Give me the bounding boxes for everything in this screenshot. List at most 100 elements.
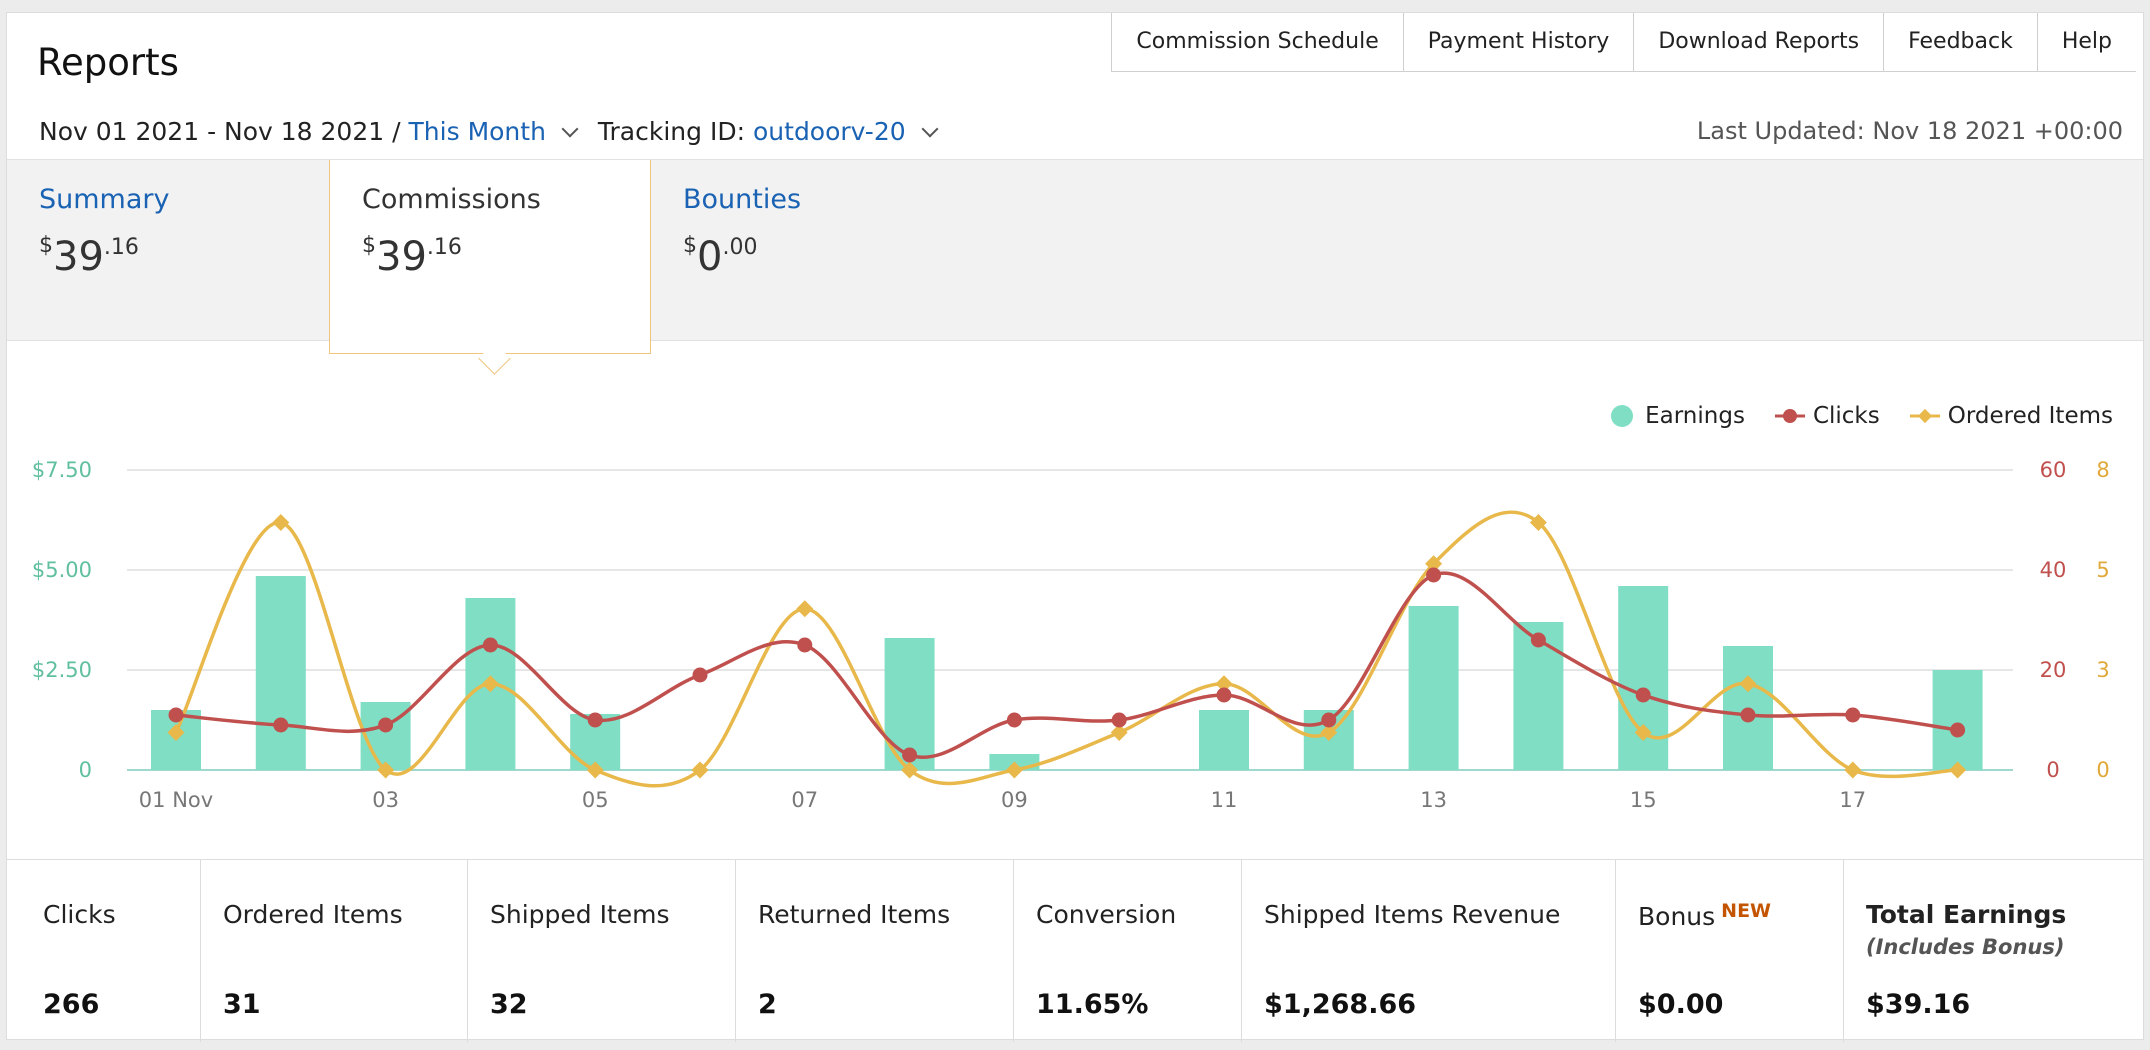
tab-amount: $39.16 xyxy=(39,233,139,280)
clicks-point xyxy=(168,707,184,723)
tracking-label: Tracking ID: xyxy=(597,117,745,146)
legend-label: Clicks xyxy=(1812,403,1880,429)
clicks-point xyxy=(1530,632,1546,648)
metric-conversion: Conversion 11.65% xyxy=(1014,860,1242,1042)
y-right-ordered-tick-label: 3 xyxy=(2096,658,2109,682)
clicks-point xyxy=(1216,687,1232,703)
metric-label: Ordered Items xyxy=(223,900,403,929)
chevron-down-icon[interactable] xyxy=(561,120,579,137)
ordered-items-point xyxy=(377,761,395,779)
x-tick-label: 01 Nov xyxy=(139,788,213,812)
tab-commissions[interactable]: Commissions $39.16 xyxy=(329,160,651,354)
tab-label: Commissions xyxy=(362,184,541,215)
clicks-point xyxy=(587,712,603,728)
metric-label: Shipped Items xyxy=(490,900,670,929)
earnings-bar xyxy=(255,576,306,770)
metric-value: 266 xyxy=(43,989,100,1020)
ordered-items-point xyxy=(1634,724,1652,741)
help-button[interactable]: Help xyxy=(2061,29,2112,54)
ordered-items-point xyxy=(796,600,814,618)
metric-total-earnings: Total Earnings (Includes Bonus) $39.16 xyxy=(1844,860,2143,1042)
clicks-point xyxy=(482,637,498,653)
clicks-point xyxy=(273,717,289,733)
y-right-ordered-tick-label: 8 xyxy=(2096,458,2109,482)
ordered-items-point xyxy=(1005,761,1023,779)
y-right-clicks-tick-label: 40 xyxy=(2040,558,2067,582)
commission-schedule-button[interactable]: Commission Schedule xyxy=(1112,13,1404,71)
ordered-items-point xyxy=(901,761,919,779)
tracking-id-dropdown[interactable]: outdoorv-20 xyxy=(753,117,906,146)
ordered-items-point xyxy=(1739,675,1757,693)
metric-value: 32 xyxy=(490,989,528,1020)
tab-amount: $39.16 xyxy=(362,233,462,280)
metric-clicks: Clicks 266 xyxy=(7,860,201,1042)
y-left-tick-label: $7.50 xyxy=(32,458,92,482)
period-dropdown[interactable]: This Month xyxy=(408,117,546,146)
legend-clicks[interactable]: Clicks xyxy=(1774,403,1880,429)
clicks-point xyxy=(1321,712,1337,728)
ordered-items-point xyxy=(481,675,499,693)
metric-label: Total Earnings xyxy=(1866,900,2067,929)
x-tick-label: 09 xyxy=(1001,788,1028,812)
earnings-bar xyxy=(1408,606,1459,770)
metric-label: Shipped Items Revenue xyxy=(1264,900,1561,929)
earnings-bar xyxy=(1932,670,1983,770)
legend-label: Earnings xyxy=(1645,403,1745,429)
ordered-items-point xyxy=(1949,761,1967,779)
clicks-point xyxy=(692,667,708,683)
metrics-row: Clicks 266 Ordered Items 31 Shipped Item… xyxy=(7,859,2143,1042)
legend-label: Ordered Items xyxy=(1947,403,2113,429)
y-left-tick-label: $2.50 xyxy=(32,658,92,682)
tab-bounties[interactable]: Bounties $0.00 xyxy=(651,160,973,340)
ordered-items-point xyxy=(167,724,185,741)
x-tick-label: 15 xyxy=(1630,788,1657,812)
clicks-point xyxy=(1111,712,1127,728)
feedback-button[interactable]: Feedback xyxy=(1884,13,2038,71)
reports-panel: Reports Commission Schedule Payment Hist… xyxy=(6,12,2144,1042)
page-title: Reports xyxy=(37,41,179,84)
x-tick-label: 17 xyxy=(1839,788,1866,812)
ordered-items-point xyxy=(1320,724,1338,741)
metric-value: $0.00 xyxy=(1638,989,1724,1020)
tab-summary[interactable]: Summary $39.16 xyxy=(7,160,329,340)
new-badge: NEW xyxy=(1721,900,1772,922)
y-right-ordered-tick-label: 0 xyxy=(2096,758,2109,782)
legend-swatch-ordered xyxy=(1909,408,1940,424)
ordered-items-point xyxy=(586,761,604,779)
ordered-items-point xyxy=(1215,675,1233,693)
metric-label: Conversion xyxy=(1036,900,1177,929)
metric-ordered-items: Ordered Items 31 xyxy=(201,860,468,1042)
metric-value: 31 xyxy=(223,989,261,1020)
y-right-clicks-tick-label: 60 xyxy=(2040,458,2067,482)
payment-history-button[interactable]: Payment History xyxy=(1404,13,1635,71)
tab-strip: Summary $39.16 Commissions $39.16 Bounti… xyxy=(7,159,2143,354)
filter-bar: Nov 01 2021 - Nov 18 2021 / This Month T… xyxy=(39,117,950,146)
x-tick-label: 13 xyxy=(1420,788,1447,812)
x-tick-label: 03 xyxy=(372,788,399,812)
metric-label: Bonus NEW xyxy=(1638,900,1772,931)
clicks-point xyxy=(797,637,813,653)
metric-value: 2 xyxy=(758,989,777,1020)
ordered-items-point xyxy=(1844,761,1862,779)
clicks-point xyxy=(902,747,918,763)
metric-label: Clicks xyxy=(43,900,116,929)
clicks-point xyxy=(1006,712,1022,728)
x-tick-label: 05 xyxy=(582,788,609,812)
x-tick-label: 07 xyxy=(791,788,818,812)
metric-value: $39.16 xyxy=(1866,989,1971,1020)
tab-amount: $0.00 xyxy=(683,233,758,280)
legend-ordered-items[interactable]: Ordered Items xyxy=(1909,403,2113,429)
earnings-bar xyxy=(1199,710,1249,770)
y-right-ordered-tick-label: 5 xyxy=(2096,558,2109,582)
chevron-down-icon[interactable] xyxy=(921,120,939,137)
metric-returned-items: Returned Items 2 xyxy=(736,860,1014,1042)
metric-value: 11.65% xyxy=(1036,989,1149,1020)
legend-swatch-clicks xyxy=(1774,409,1805,423)
y-left-tick-label: 0 xyxy=(79,758,92,782)
top-nav: Commission Schedule Payment History Down… xyxy=(1111,13,2136,72)
x-tick-label: 11 xyxy=(1211,788,1238,812)
metric-bonus: Bonus NEW $0.00 xyxy=(1616,860,1844,1042)
download-reports-button[interactable]: Download Reports xyxy=(1634,13,1885,71)
legend-earnings[interactable]: Earnings xyxy=(1611,403,1745,429)
